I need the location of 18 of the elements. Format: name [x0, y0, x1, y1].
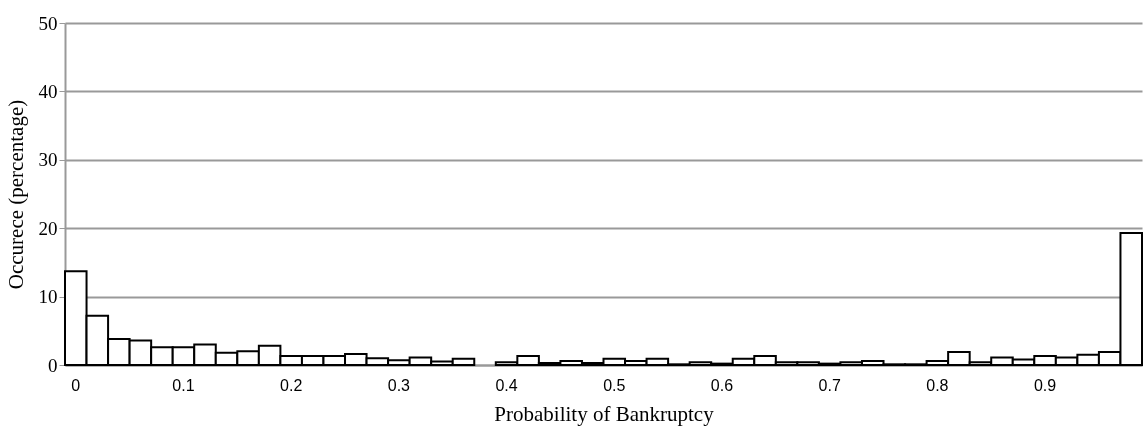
y-axis-title: Occurece (percentage) — [3, 99, 28, 290]
y-tick-label: 40 — [38, 80, 58, 102]
x-tick-label: 0 — [71, 376, 81, 394]
x-tick-label: 0.4 — [495, 376, 518, 394]
y-tick-label: 0 — [48, 354, 58, 376]
x-tick-label: 0.3 — [387, 376, 411, 394]
x-tick-label: 0.6 — [710, 376, 734, 394]
x-tick-label: 0.7 — [818, 376, 841, 394]
x-axis-title: Probability of Bankruptcy — [494, 401, 715, 426]
x-tick-label: 0.8 — [926, 376, 949, 394]
x-tick-label: 0.2 — [280, 376, 303, 394]
y-tick-label: 50 — [38, 12, 58, 34]
y-tick-label: 30 — [38, 149, 58, 171]
x-tick-label: 0.9 — [1033, 376, 1057, 394]
y-tick-label: 10 — [38, 286, 58, 308]
x-tick-label: 0.5 — [603, 376, 626, 394]
x-tick-label: 0.1 — [172, 376, 195, 394]
y-tick-label: 20 — [38, 217, 58, 239]
